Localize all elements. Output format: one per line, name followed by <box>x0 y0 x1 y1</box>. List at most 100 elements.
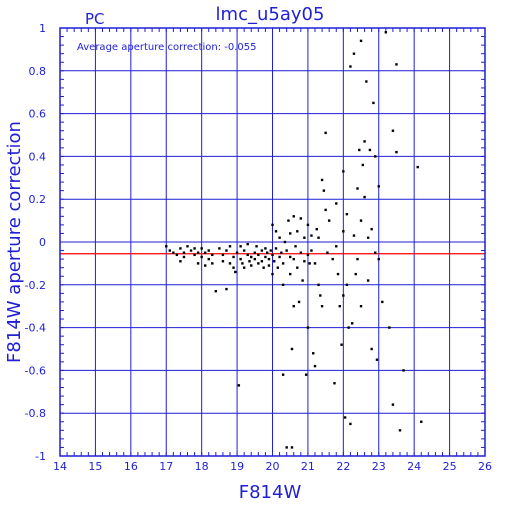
data-point <box>253 251 256 254</box>
x-axis-label: F814W <box>239 482 302 503</box>
data-point <box>340 343 343 346</box>
data-point <box>218 247 221 250</box>
data-point <box>281 283 285 286</box>
grid <box>59 27 486 457</box>
y-tick-label: 0.6 <box>29 108 47 121</box>
data-point <box>264 247 267 250</box>
y-tick-label: -0.4 <box>25 322 46 335</box>
data-point <box>204 251 207 254</box>
data-point <box>304 373 308 376</box>
data-point <box>377 257 380 261</box>
data-point <box>313 364 317 368</box>
data-point <box>324 131 327 135</box>
data-point <box>335 202 338 205</box>
data-point <box>225 249 228 252</box>
data-point <box>342 294 345 297</box>
data-point <box>292 215 295 218</box>
chart-title: lmc_u5ay05 <box>216 4 325 25</box>
data-point <box>398 429 402 432</box>
data-point <box>228 245 232 248</box>
average-correction-annotation: Average aperture correction: -0.055 <box>77 42 257 53</box>
data-point <box>294 245 297 248</box>
data-point <box>281 262 285 265</box>
y-axis-label: F814W aperture correction <box>4 121 25 363</box>
data-point <box>391 403 395 406</box>
data-point <box>374 155 377 158</box>
data-point <box>255 245 258 248</box>
data-point <box>345 283 349 286</box>
data-point <box>306 223 310 227</box>
data-point <box>370 347 373 351</box>
data-point <box>273 260 276 263</box>
data-point <box>315 227 318 231</box>
data-point <box>299 251 303 254</box>
data-point <box>345 212 349 216</box>
tick-labels: 14 15 16 17 18 19 20 21 22 23 24 25 26 -1 -0.8 -0.6 -0.4… <box>25 22 492 473</box>
data-point <box>366 236 370 239</box>
x-tick-label: 22 <box>336 460 350 473</box>
data-point <box>207 257 210 261</box>
data-point <box>352 52 356 55</box>
data-point <box>289 255 292 259</box>
data-point <box>336 272 340 276</box>
y-tick-label: 0.8 <box>29 65 47 78</box>
data-point <box>193 247 196 250</box>
data-point <box>377 185 380 188</box>
data-point <box>342 230 345 233</box>
data-point <box>313 262 317 265</box>
data-point <box>278 236 281 239</box>
data-point <box>381 300 384 304</box>
data-point <box>271 223 274 227</box>
data-point <box>356 257 359 261</box>
data-point <box>359 305 363 308</box>
data-point <box>303 260 306 263</box>
data-point <box>338 305 341 308</box>
data-point <box>250 264 253 267</box>
x-tick-label: 24 <box>407 460 421 473</box>
data-point <box>221 253 225 257</box>
data-point <box>354 272 357 276</box>
data-point <box>368 148 372 152</box>
plot-frame <box>59 27 486 457</box>
data-point <box>269 249 272 252</box>
x-tick-label: 19 <box>230 460 244 473</box>
data-point <box>310 249 313 252</box>
data-point <box>350 322 354 325</box>
data-point <box>211 262 214 265</box>
data-point <box>281 373 285 376</box>
data-point <box>257 253 260 257</box>
data-point <box>278 255 281 259</box>
data-point <box>168 249 171 252</box>
data-point <box>196 251 200 254</box>
y-tick-label: 0 <box>39 236 46 249</box>
data-point <box>342 170 345 173</box>
y-tick-label: -0.2 <box>25 279 46 292</box>
x-tick-label: 20 <box>266 460 280 473</box>
data-point <box>299 217 303 220</box>
x-tick-label: 15 <box>88 460 102 473</box>
data-point <box>246 242 249 246</box>
data-point <box>262 266 265 269</box>
data-point <box>207 249 210 252</box>
data-point <box>285 249 288 252</box>
data-point <box>374 251 377 254</box>
data-point <box>271 272 274 276</box>
data-point <box>274 230 278 233</box>
data-point <box>320 305 324 308</box>
y-tick-label: -0.6 <box>25 364 46 377</box>
data-point <box>303 236 306 239</box>
data-point <box>292 257 295 261</box>
data-point <box>363 195 366 199</box>
data-point <box>267 264 271 267</box>
x-tick-label: 21 <box>301 460 315 473</box>
data-point <box>235 251 239 254</box>
data-point <box>319 294 322 297</box>
data-point <box>327 219 331 222</box>
data-point <box>246 253 249 257</box>
data-point <box>250 255 253 259</box>
data-point <box>359 219 363 222</box>
data-point <box>200 255 203 259</box>
data-point <box>260 249 264 252</box>
data-point <box>283 240 287 244</box>
